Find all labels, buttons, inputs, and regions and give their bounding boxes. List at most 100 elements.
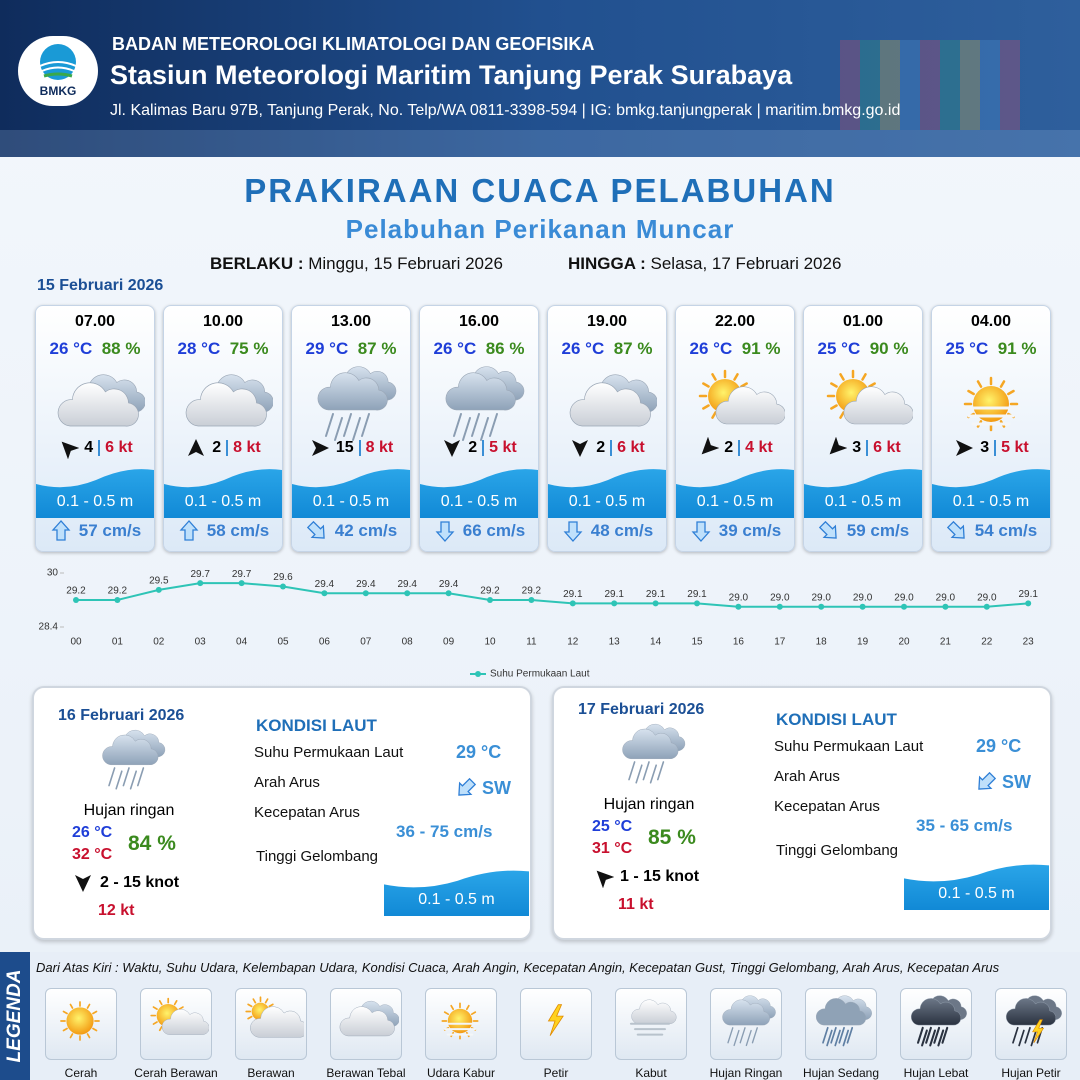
x-tick-label: 05 bbox=[277, 637, 289, 648]
line-shape bbox=[361, 413, 370, 437]
line-shape bbox=[635, 764, 643, 784]
legend-label: Hujan Sedang bbox=[802, 1066, 880, 1080]
wind-arrow bbox=[829, 437, 848, 455]
wave-band: 0.1 - 0.5 m bbox=[932, 462, 1050, 518]
path-shape bbox=[445, 372, 516, 411]
point bbox=[569, 600, 576, 607]
x-tick-label: 18 bbox=[816, 637, 828, 648]
wave-band: 0.1 - 0.5 m bbox=[676, 462, 794, 518]
path-shape bbox=[292, 469, 410, 518]
line-shape bbox=[352, 417, 361, 441]
wind-speed: 4 bbox=[84, 439, 94, 456]
legend-icon-box bbox=[900, 988, 972, 1060]
current-arrow bbox=[563, 521, 583, 542]
current-speed-label: Kecepatan Arus bbox=[774, 798, 880, 815]
temp-humidity: 25 °C 91 % bbox=[932, 339, 1050, 359]
time: 04.00 bbox=[970, 313, 1012, 330]
path-shape bbox=[57, 382, 139, 427]
forecast-card: 22.00 26 °C 91 % 2 4 kt 0.1 - 0.5 m 39 cm… bbox=[675, 305, 795, 552]
point bbox=[321, 590, 328, 597]
line-shape bbox=[470, 1011, 477, 1016]
legend-item: Berawan Tebal bbox=[321, 988, 411, 1080]
wave-graphic bbox=[292, 469, 410, 518]
current-arrow bbox=[51, 520, 71, 541]
path-shape bbox=[572, 440, 589, 457]
x-tick-label: 13 bbox=[609, 637, 621, 648]
line-shape bbox=[137, 767, 145, 787]
temperature: 25 °C bbox=[817, 339, 861, 358]
legend-item: Cerah bbox=[36, 988, 126, 1080]
line-shape bbox=[152, 1006, 158, 1010]
x-tick-label: 06 bbox=[319, 637, 331, 648]
valid-from-label: BERLAKU : bbox=[210, 254, 304, 273]
time: 01.00 bbox=[842, 313, 884, 330]
path-shape bbox=[51, 520, 71, 541]
legend-label: Kabut bbox=[635, 1066, 667, 1080]
legend-label: Hujan Lebat bbox=[903, 1066, 969, 1080]
line-shape bbox=[62, 1027, 68, 1032]
line-shape bbox=[711, 411, 717, 419]
wave-graphic bbox=[676, 469, 794, 518]
current-row: 39 cm/s bbox=[676, 519, 794, 543]
wind-arrow bbox=[311, 440, 329, 456]
line-shape bbox=[86, 1003, 91, 1009]
point bbox=[114, 597, 121, 603]
value-label: 29.2 bbox=[480, 586, 500, 597]
point bbox=[73, 597, 79, 603]
wave-band: 0.1 - 0.5 m bbox=[384, 864, 529, 916]
condition bbox=[941, 364, 1041, 444]
path-shape bbox=[563, 521, 583, 542]
point bbox=[776, 603, 783, 610]
temp-humidity: 26 °C 91 % bbox=[676, 339, 794, 359]
value-label: 29.7 bbox=[232, 569, 252, 580]
path-shape bbox=[435, 521, 455, 542]
current-speed: 59 cm/s bbox=[846, 521, 910, 540]
circle-shape bbox=[973, 386, 1009, 422]
line-shape bbox=[830, 1026, 837, 1044]
line-shape bbox=[751, 1027, 758, 1044]
wave-height: 0.1 - 0.5 m bbox=[56, 493, 134, 510]
weather-icon bbox=[547, 1004, 564, 1036]
legend-icon-box bbox=[710, 988, 782, 1060]
path-shape bbox=[458, 777, 477, 796]
condition: Hujan ringan bbox=[603, 796, 695, 813]
weather-icon bbox=[185, 374, 274, 427]
point bbox=[859, 603, 866, 610]
line-shape bbox=[443, 1011, 450, 1016]
temp-humidity: 29 °C 87 % bbox=[292, 339, 410, 359]
current-dir-value: SW bbox=[482, 777, 511, 798]
wave-graphic bbox=[384, 870, 529, 916]
path-shape bbox=[317, 372, 388, 411]
path-shape bbox=[622, 728, 679, 760]
wave-height: 0.1 - 0.5 m bbox=[184, 493, 262, 510]
line-shape bbox=[252, 998, 257, 1004]
condition-icon bbox=[89, 728, 169, 797]
wave-graphic bbox=[804, 469, 922, 518]
sst-label: Suhu Permukaan Laut bbox=[254, 744, 404, 761]
weather-icon bbox=[629, 999, 677, 1036]
temperature: 28 °C bbox=[177, 339, 221, 358]
time: 13.00 bbox=[330, 313, 372, 330]
legend-item: Kabut bbox=[606, 988, 696, 1080]
forecast-card: 07.00 26 °C 88 % 4 6 kt 0.1 - 0.5 m 57 cm… bbox=[35, 305, 155, 552]
line-shape bbox=[733, 1029, 740, 1047]
temperature: 26 °C bbox=[689, 339, 733, 358]
separator bbox=[610, 440, 613, 456]
path-shape bbox=[676, 469, 794, 518]
legend-label: Cerah Berawan bbox=[134, 1066, 218, 1080]
legend-item: Hujan Petir bbox=[986, 988, 1076, 1080]
line-shape bbox=[916, 1026, 924, 1044]
wind-arrow bbox=[188, 439, 205, 456]
time: 16.00 bbox=[458, 313, 500, 330]
point bbox=[238, 580, 245, 587]
path-shape bbox=[420, 469, 538, 518]
legend-icon-box bbox=[425, 988, 497, 1060]
current-speed: 58 cm/s bbox=[206, 521, 270, 540]
separator bbox=[226, 440, 229, 456]
forecast-card: 10.00 28 °C 75 % 2 8 kt 0.1 - 0.5 m 58 cm… bbox=[163, 305, 283, 552]
wave-band: 0.1 - 0.5 m bbox=[548, 462, 666, 518]
temperature: 26 °C bbox=[433, 339, 477, 358]
gust: 6 kt bbox=[873, 439, 901, 456]
line-shape bbox=[92, 1010, 98, 1015]
current-arrow bbox=[978, 771, 997, 790]
